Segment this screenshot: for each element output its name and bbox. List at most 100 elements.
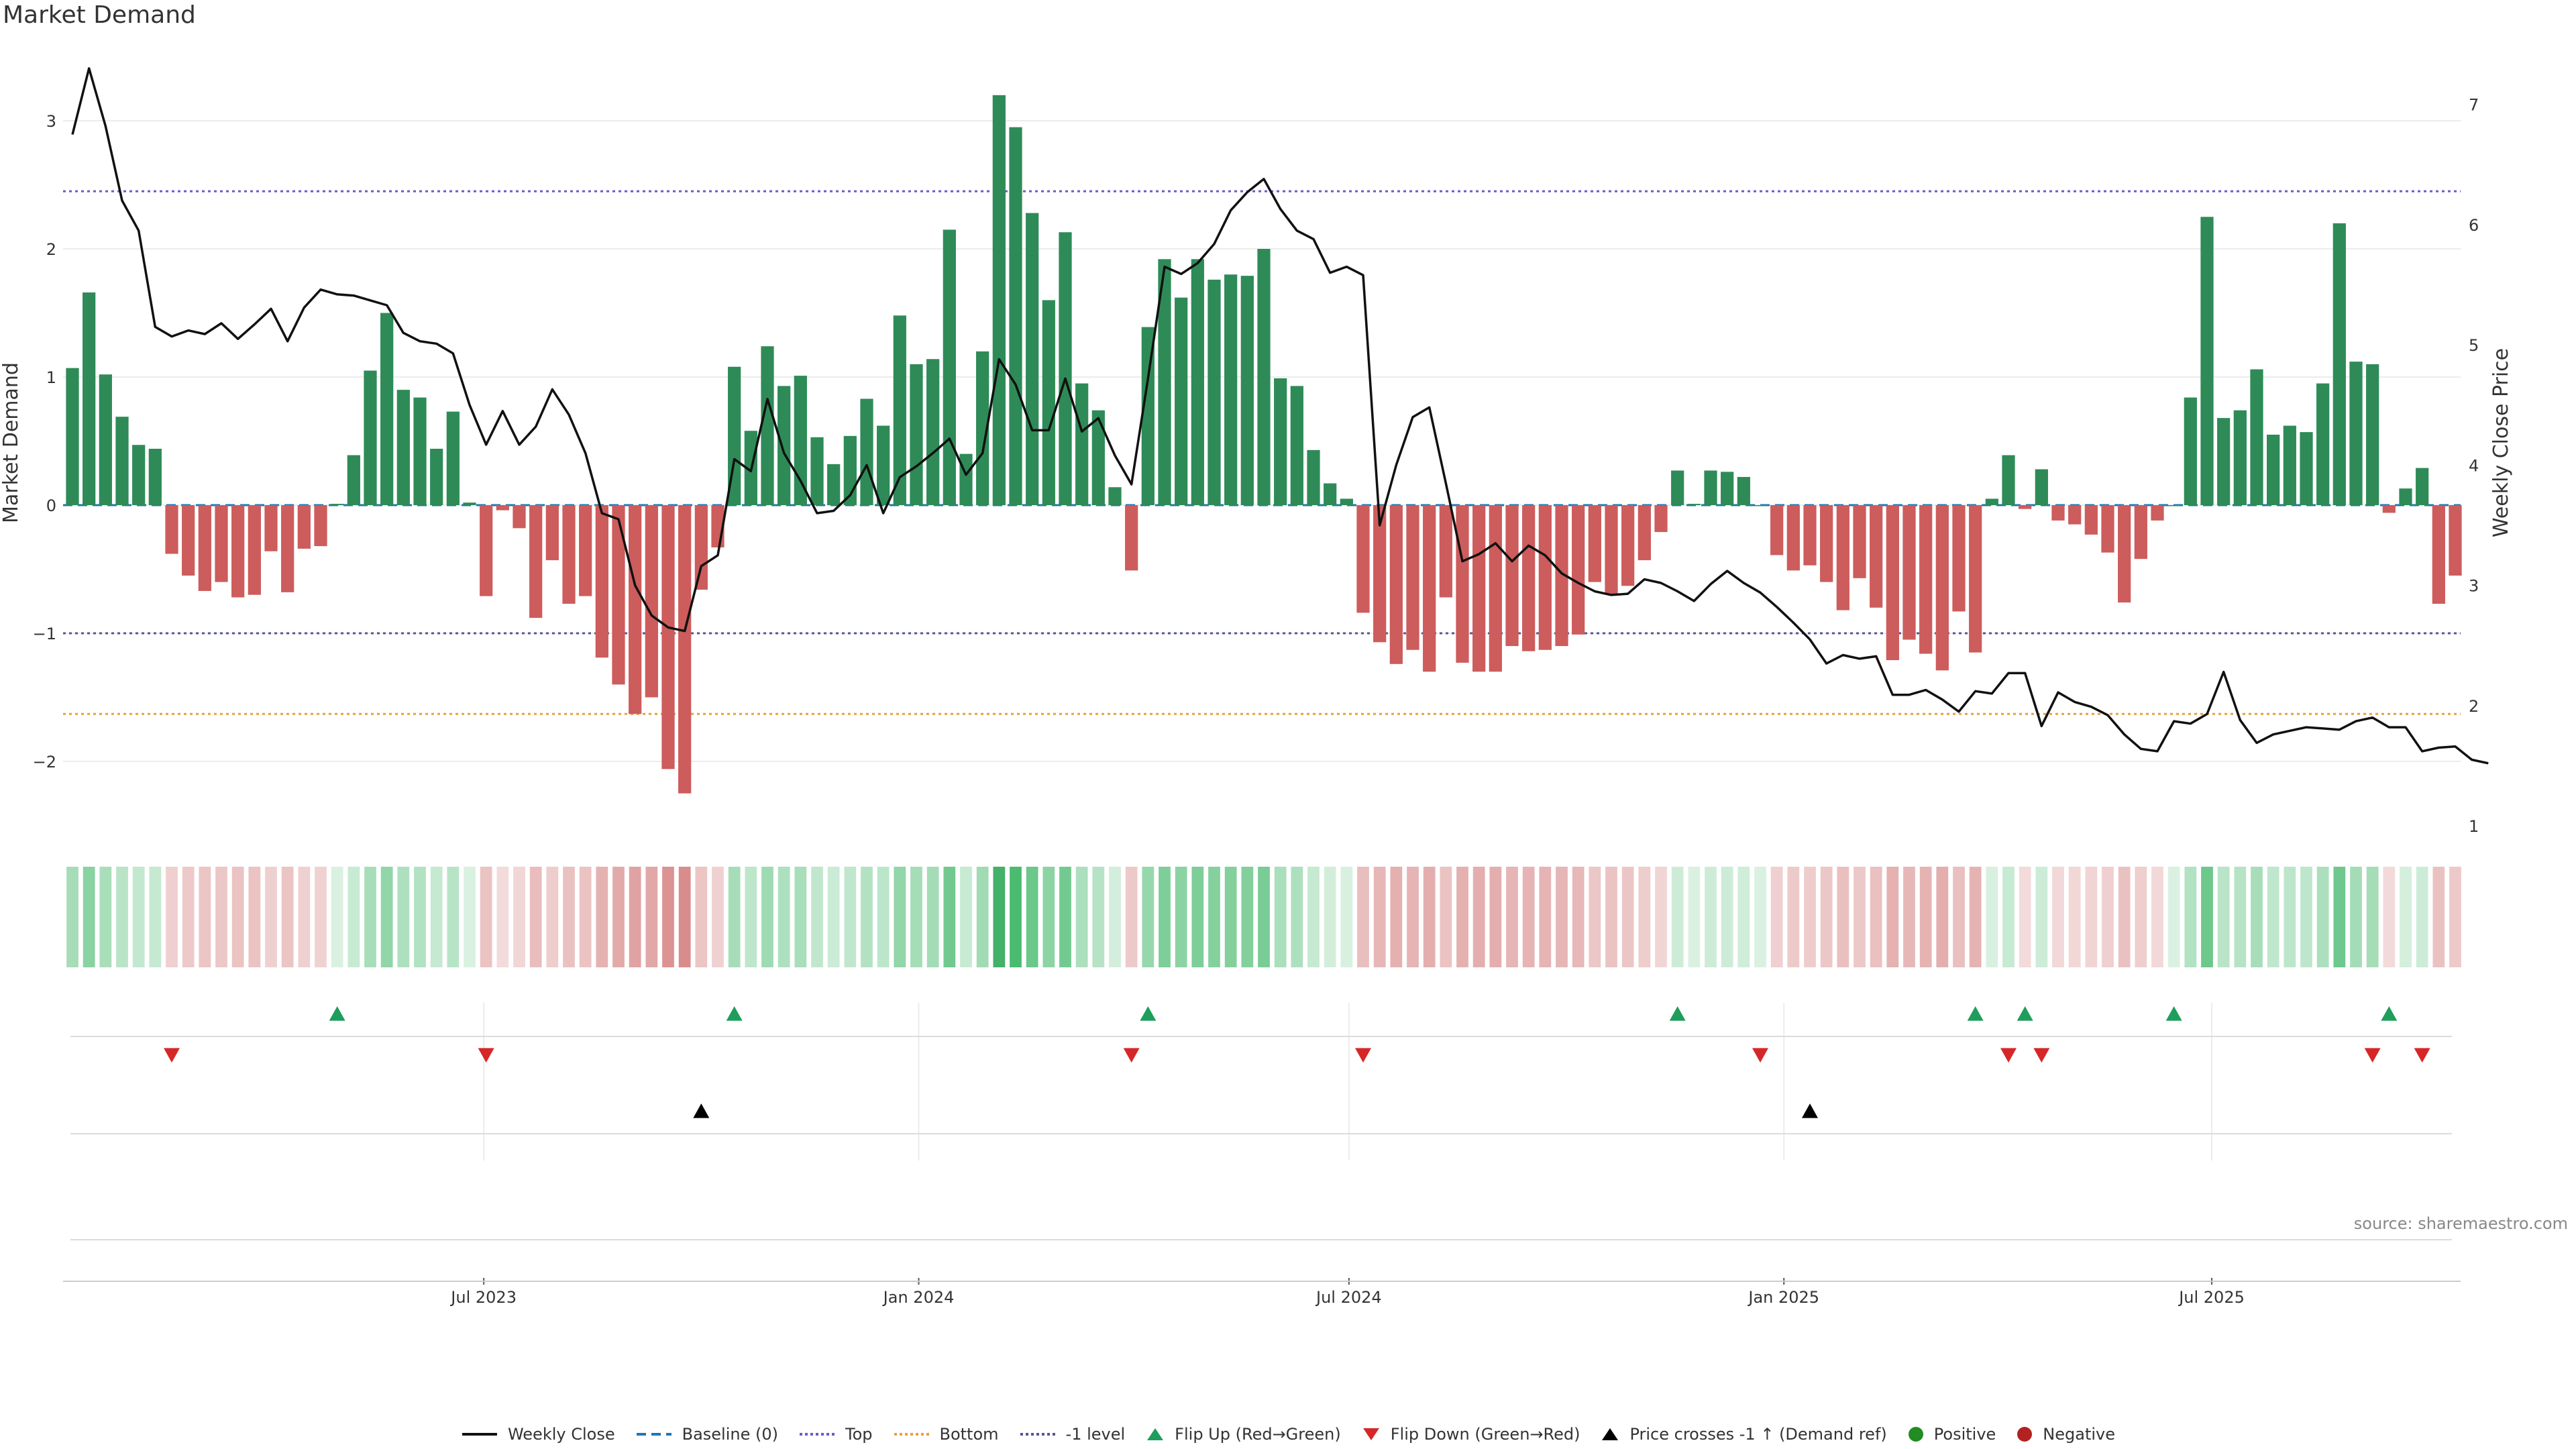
heat-cell bbox=[2118, 867, 2131, 967]
heat-cell bbox=[2267, 867, 2279, 967]
demand-bar bbox=[595, 504, 608, 658]
heat-cell bbox=[1125, 867, 1138, 967]
demand-bar bbox=[1786, 504, 1800, 571]
heat-cell bbox=[662, 867, 674, 967]
demand-bar bbox=[1902, 504, 1916, 640]
heat-cell bbox=[248, 867, 261, 967]
heat-cell bbox=[2234, 867, 2247, 967]
flip-down-marker bbox=[2033, 1048, 2050, 1063]
demand-bar bbox=[1042, 300, 1055, 505]
demand-bar bbox=[2432, 504, 2445, 604]
demand-bar bbox=[612, 504, 625, 685]
heat-cell bbox=[1042, 867, 1055, 967]
heat-cell bbox=[612, 867, 625, 967]
heat-cell bbox=[629, 867, 641, 967]
triangle-down-icon bbox=[1361, 1426, 1391, 1442]
demand-bar bbox=[1456, 504, 1469, 663]
heat-cell bbox=[1589, 867, 1601, 967]
heat-cell bbox=[1258, 867, 1270, 967]
demand-bar bbox=[661, 504, 675, 769]
heat-cell bbox=[1688, 867, 1701, 967]
heat-cell bbox=[2151, 867, 2163, 967]
heat-cell bbox=[1390, 867, 1403, 967]
heat-cell bbox=[2201, 867, 2213, 967]
legend-label: -1 level bbox=[1065, 1425, 1126, 1444]
demand-bar bbox=[1886, 504, 1899, 661]
heat-cell bbox=[1208, 867, 1220, 967]
demand-bar bbox=[1522, 504, 1536, 651]
demand-bar bbox=[810, 437, 824, 505]
y2-tick-label: 2 bbox=[2469, 697, 2479, 716]
heat-cell bbox=[2035, 867, 2048, 967]
weekly-close-line bbox=[71, 67, 2489, 765]
y2-tick-label: 7 bbox=[2469, 96, 2479, 115]
demand-bar bbox=[480, 504, 493, 596]
demand-bar bbox=[1423, 504, 1436, 672]
heat-cell bbox=[2432, 867, 2445, 967]
demand-bar bbox=[2151, 504, 2164, 521]
signal-markers bbox=[164, 1006, 2430, 1118]
demand-bar bbox=[794, 376, 807, 505]
heat-cell bbox=[745, 867, 757, 967]
demand-bar bbox=[976, 351, 989, 505]
flip-down-marker bbox=[164, 1048, 180, 1063]
heat-cell bbox=[199, 867, 211, 967]
legend-item: Positive bbox=[1907, 1425, 1996, 1444]
legend: Weekly Close Baseline (0) Top Bottom -1 leve… bbox=[0, 1421, 2576, 1448]
demand-bar bbox=[1373, 504, 1387, 643]
heat-cell bbox=[1357, 867, 1369, 967]
demand-bar bbox=[1721, 472, 1734, 505]
y2-tick-label: 1 bbox=[2469, 817, 2479, 836]
heat-cell bbox=[464, 867, 476, 967]
heat-cell bbox=[993, 867, 1006, 967]
heat-cell bbox=[2184, 867, 2197, 967]
legend-item: Price crosses -1 ↑ (Demand ref) bbox=[1600, 1425, 1887, 1444]
price-cross-marker bbox=[693, 1104, 710, 1118]
demand-bar bbox=[1240, 276, 1254, 505]
demand-bar bbox=[694, 504, 708, 590]
demand-bar bbox=[281, 504, 294, 592]
heat-cell bbox=[2350, 867, 2362, 967]
flip-up-marker bbox=[329, 1006, 345, 1021]
heat-cell bbox=[1142, 867, 1155, 967]
demand-bar bbox=[1108, 487, 1122, 505]
heat-cell bbox=[99, 867, 112, 967]
demand-bar bbox=[297, 504, 311, 549]
demand-bar bbox=[1770, 504, 1784, 555]
demand-bar bbox=[959, 453, 973, 505]
demand-bar bbox=[2084, 504, 2098, 535]
demand-bar bbox=[513, 504, 526, 529]
heat-cell bbox=[1936, 867, 1949, 967]
demand-heat-strip bbox=[66, 867, 2461, 967]
demand-bar bbox=[1472, 504, 1486, 672]
heat-cell bbox=[1986, 867, 1998, 967]
demand-bar bbox=[2316, 383, 2330, 505]
demand-bar bbox=[430, 448, 443, 505]
legend-item: Baseline (0) bbox=[635, 1425, 778, 1444]
demand-bar bbox=[1274, 378, 1287, 505]
demand-bar bbox=[2217, 418, 2231, 505]
demand-bar bbox=[1191, 259, 1204, 505]
heat-cell bbox=[1175, 867, 1187, 967]
heat-cell bbox=[315, 867, 327, 967]
demand-bar bbox=[2332, 223, 2346, 505]
legend-label: Positive bbox=[1933, 1425, 1996, 1444]
heat-cell bbox=[1737, 867, 1750, 967]
demand-bar bbox=[2200, 217, 2214, 505]
flip-up-marker bbox=[1967, 1006, 1984, 1021]
demand-bar bbox=[579, 504, 592, 596]
heat-cell bbox=[1191, 867, 1204, 967]
legend-label: Weekly Close bbox=[507, 1425, 615, 1444]
heat-cell bbox=[1605, 867, 1617, 967]
demand-bar bbox=[545, 504, 559, 561]
demand-bar bbox=[1572, 504, 1585, 635]
heat-cell bbox=[149, 867, 162, 967]
dotted-line-icon bbox=[798, 1428, 845, 1441]
demand-bar bbox=[2019, 504, 2032, 509]
heat-cell bbox=[1919, 867, 1932, 967]
legend-item: Flip Down (Green→Red) bbox=[1361, 1425, 1580, 1444]
heat-cell bbox=[215, 867, 227, 967]
heat-cell bbox=[1373, 867, 1386, 967]
demand-bar bbox=[943, 229, 956, 505]
heat-cell bbox=[2052, 867, 2064, 967]
